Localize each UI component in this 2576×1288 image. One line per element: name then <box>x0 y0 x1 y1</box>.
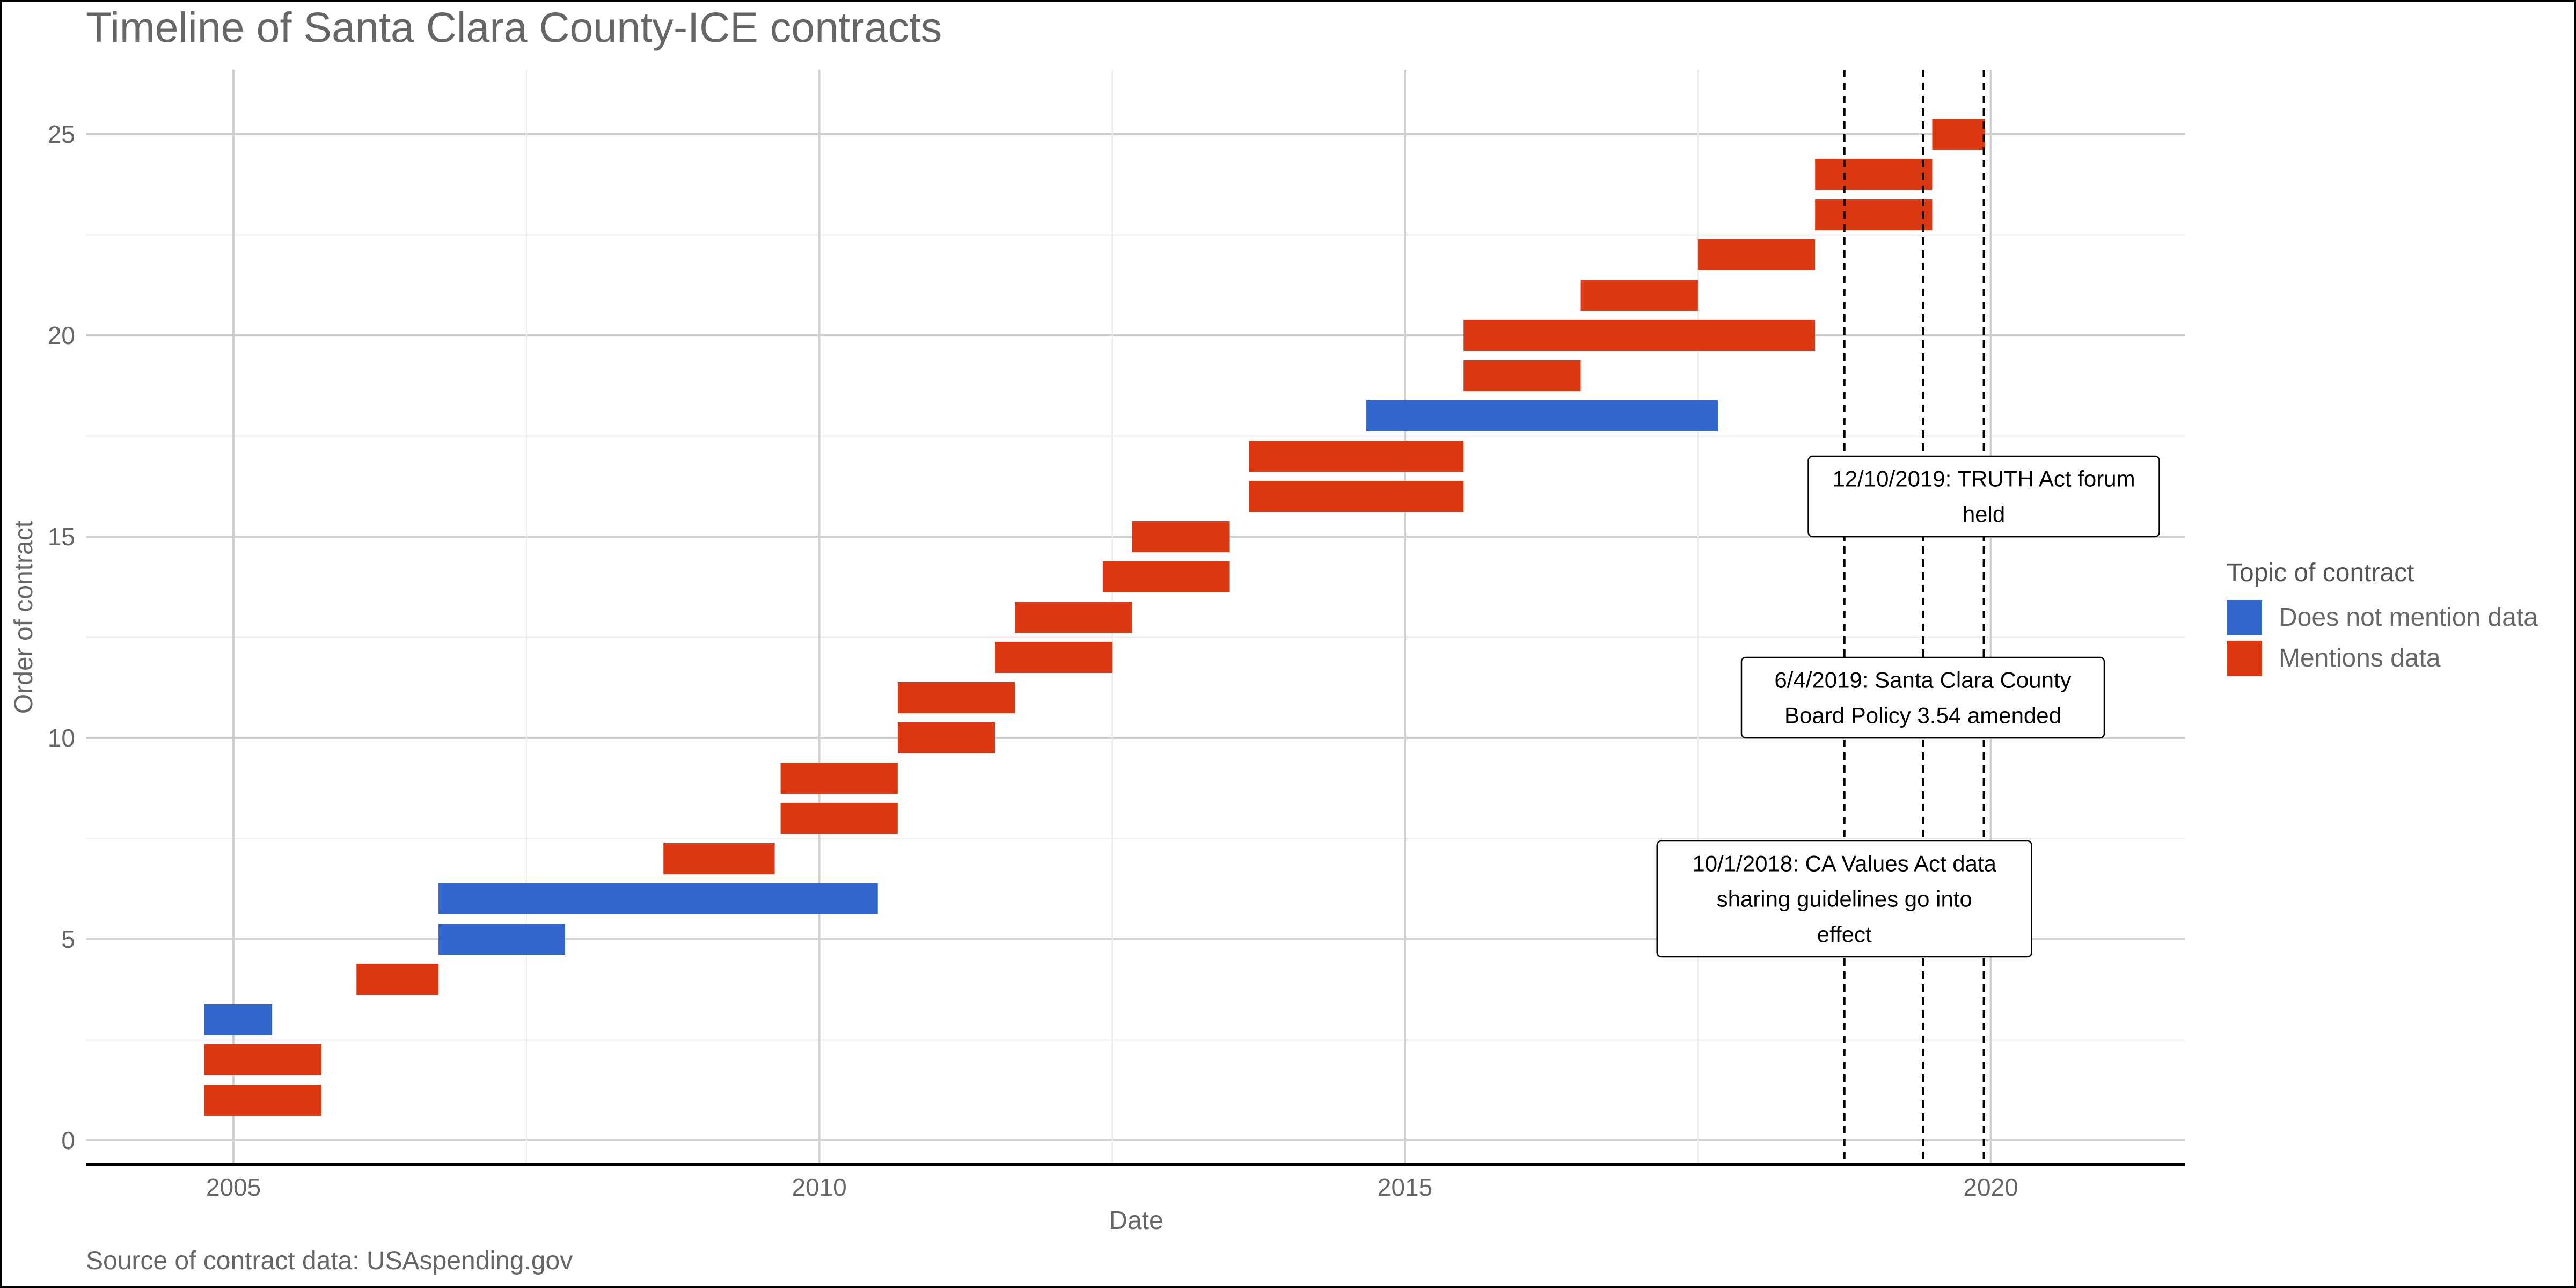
annotation-text: Board Policy 3.54 amended <box>1784 703 2061 728</box>
y-axis-title: Order of contract <box>10 521 38 714</box>
annotation-text: 6/4/2019: Santa Clara County <box>1774 668 2071 693</box>
source-caption: Source of contract data: USAspending.gov <box>86 1247 573 1275</box>
contract-bar <box>1249 441 1464 472</box>
event-annotation: 6/4/2019: Santa Clara County Board Policy… <box>1740 656 2105 739</box>
x-tick-label: 2015 <box>1378 1173 1432 1201</box>
gridlines <box>86 70 2185 1165</box>
contract-bar <box>356 964 439 995</box>
legend-items: Does not mention data Mentions data <box>2227 600 2538 676</box>
contract-bar <box>1366 400 1718 431</box>
contract-bar <box>1932 119 1985 150</box>
contract-bar <box>995 642 1113 673</box>
event-annotations: 10/1/2018: CA Values Act data sharing gui… <box>1656 455 2160 958</box>
contract-bar <box>438 883 878 914</box>
y-tick-label: 10 <box>48 724 75 752</box>
event-annotation: 12/10/2019: TRUTH Act forum held <box>1807 455 2160 538</box>
x-axis-title: Date <box>1109 1206 1163 1235</box>
x-tick-label: 2005 <box>206 1173 261 1201</box>
contract-bar <box>897 682 1015 713</box>
y-tick-label: 15 <box>48 523 75 551</box>
contract-bar <box>1463 360 1581 391</box>
contract-bar <box>897 722 996 753</box>
contract-bar <box>204 1004 273 1035</box>
legend-swatch <box>2227 600 2262 635</box>
legend: Topic of contract Does not mention data M… <box>2227 559 2538 676</box>
annotation-text: effect <box>1817 922 1872 947</box>
contract-bar <box>438 924 565 955</box>
contract-bars <box>204 119 1985 1116</box>
annotation-text: 12/10/2019: TRUTH Act forum <box>1832 466 2135 492</box>
legend-label: Mentions data <box>2279 644 2441 672</box>
contract-bar <box>1697 239 1816 270</box>
annotation-box <box>1740 656 2105 739</box>
y-tick-label: 25 <box>48 120 75 148</box>
contract-bar <box>204 1085 321 1116</box>
annotation-text: 10/1/2018: CA Values Act data <box>1692 851 1996 876</box>
y-tick-label: 5 <box>61 925 75 953</box>
annotation-box <box>1807 455 2160 538</box>
contract-bar <box>1580 280 1698 311</box>
x-tick-label: 2020 <box>1963 1173 2018 1201</box>
contract-bar <box>1815 199 1933 230</box>
legend-title: Topic of contract <box>2227 559 2414 587</box>
event-annotation: 10/1/2018: CA Values Act data sharing gui… <box>1656 840 2032 958</box>
y-tick-label: 20 <box>48 321 75 349</box>
annotation-text: sharing guidelines go into <box>1717 887 1972 912</box>
contract-bar <box>663 843 775 874</box>
legend-label: Does not mention data <box>2279 603 2538 632</box>
contract-bar <box>1463 320 1816 351</box>
annotation-text: held <box>1963 502 2005 527</box>
legend-swatch <box>2227 641 2262 676</box>
x-tick-label: 2010 <box>792 1173 846 1201</box>
contract-bar <box>1132 521 1230 552</box>
y-tick-label: 0 <box>61 1126 75 1154</box>
x-tick-labels: 2005 2010 2015 2020 <box>206 1173 2018 1201</box>
contract-bar <box>1015 602 1132 633</box>
contract-bar <box>780 763 898 794</box>
annotation-box <box>1656 840 2032 958</box>
contract-bar <box>1815 159 1933 190</box>
contract-bar <box>204 1044 321 1075</box>
y-tick-labels: 0 5 10 15 20 25 <box>48 120 75 1154</box>
event-lines <box>1843 70 1985 1165</box>
contract-bar <box>780 803 898 834</box>
contract-bar <box>1249 481 1464 512</box>
chart-title: Timeline of Santa Clara County-ICE contr… <box>86 3 942 51</box>
contract-bar <box>1102 561 1230 592</box>
